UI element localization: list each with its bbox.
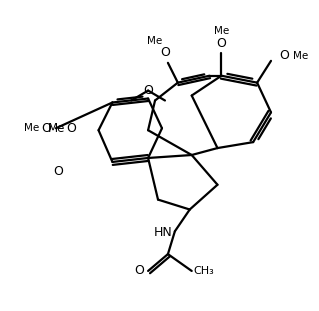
Text: Me: Me <box>48 122 66 135</box>
Text: O: O <box>53 165 63 178</box>
Text: O: O <box>41 122 51 135</box>
Text: CH₃: CH₃ <box>194 266 214 276</box>
Text: O: O <box>160 46 170 59</box>
Text: Me: Me <box>214 26 229 36</box>
Text: Me: Me <box>24 123 39 133</box>
Text: O: O <box>217 36 226 49</box>
Text: O: O <box>279 49 289 63</box>
Text: Me: Me <box>147 36 163 46</box>
Text: O: O <box>134 264 144 277</box>
Text: O: O <box>143 84 153 97</box>
Text: O: O <box>66 122 76 135</box>
Text: Me: Me <box>293 51 308 61</box>
Text: HN: HN <box>154 226 173 239</box>
